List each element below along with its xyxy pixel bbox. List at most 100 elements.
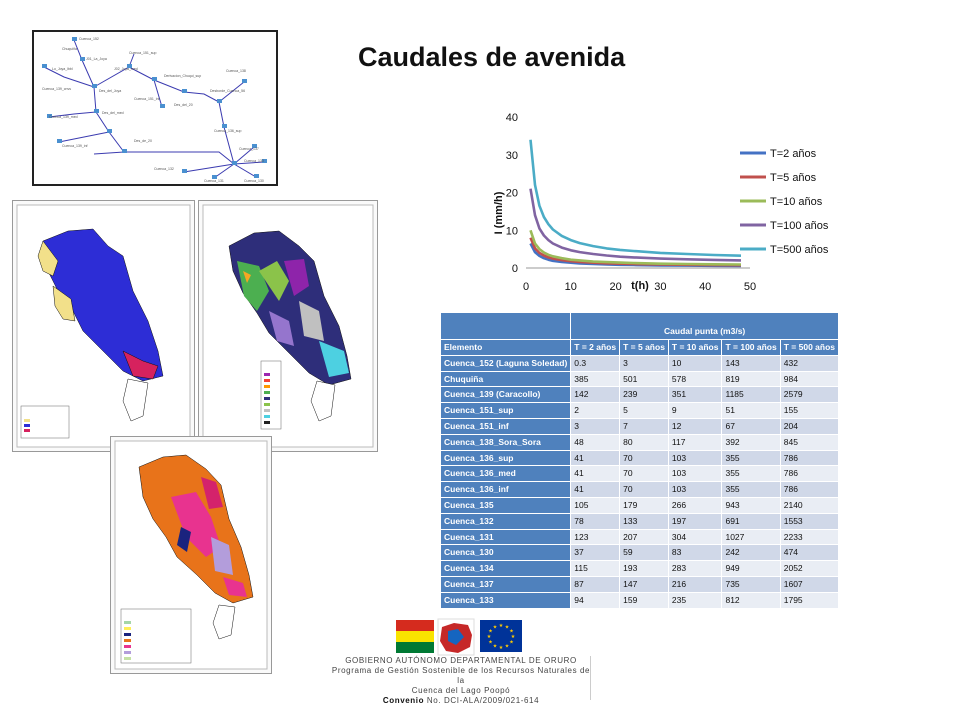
svg-text:★: ★ [487,634,492,640]
svg-text:Des_de_20: Des_de_20 [134,139,152,143]
row-value-cell: 2 [570,402,621,419]
row-value-cell: 80 [619,433,669,451]
row-value-cell: 12 [667,417,723,435]
svg-text:Des_del_med: Des_del_med [102,111,124,115]
row-value-cell: 304 [667,528,723,546]
row-value-cell: 204 [779,417,840,435]
table-body: Cuenca_152 (Laguna Soledad) 0.3 3 10 143 432 C… [439,354,840,609]
row-value-cell: 355 [721,481,781,498]
row-value-cell: 67 [721,417,781,435]
row-name-cell: Cuenca_131 [439,528,572,546]
row-value-cell: 2579 [779,386,840,404]
row-name-cell: Cuenca_152 (Laguna Soledad) [439,354,572,372]
row-value-cell: 123 [570,528,621,546]
svg-text:Cuenca_132: Cuenca_132 [154,167,174,171]
table-row: Cuenca_134 115 193 283 949 2052 [439,560,840,577]
row-name-cell: Cuenca_151_sup [439,402,572,419]
basin-network-image: Cuenca_152 Chuquiña J01_La_Joya Cuenca_151… [42,37,267,183]
row-value-cell: 103 [667,481,723,498]
row-value-cell: 37 [570,544,621,562]
table-column-header: T = 100 años [721,339,781,356]
table-row: Cuenca_139 (Caracollo) 142 239 351 1185 2579 [439,386,840,404]
table-row: Cuenca_152 (Laguna Soledad) 0.3 3 10 143 432 [439,354,840,372]
row-value-cell: 3 [570,417,621,435]
series-line [529,188,742,262]
row-value-cell: 78 [570,512,621,530]
svg-text:★: ★ [509,640,514,646]
table-column-header: T = 10 años [667,339,723,356]
row-value-cell: 197 [667,512,723,530]
row-value-cell: 385 [570,370,621,388]
table-row: Cuenca_151_sup 2 5 9 51 155 [439,402,840,419]
legend-label: T=10 años [770,196,823,208]
row-value-cell: 235 [667,591,723,609]
row-value-cell: 59 [619,544,669,562]
table-row: Cuenca_136_sup 41 70 103 355 786 [439,449,840,467]
svg-text:★: ★ [493,644,498,650]
series-layer [529,139,742,268]
row-value-cell: 94 [570,591,621,609]
row-value-cell: 355 [721,449,781,467]
row-value-cell: 355 [721,465,781,483]
axis-layer: 0 10 20 30 40 0 10 20 30 40 50 [506,112,756,293]
row-value-cell: 155 [779,402,840,419]
row-value-cell: 984 [779,370,840,388]
row-value-cell: 103 [667,465,723,483]
row-name-cell: Cuenca_135 [439,496,572,514]
row-value-cell: 351 [667,386,723,404]
row-name-cell: Cuenca_133 [439,591,572,609]
row-name-cell: Cuenca_138_Sora_Sora [439,433,572,451]
svg-text:Cuenca_133: Cuenca_133 [244,159,264,163]
row-value-cell: 501 [619,370,669,388]
svg-text:★: ★ [488,640,493,646]
row-value-cell: 193 [619,560,669,577]
svg-text:Cuenca_131: Cuenca_131 [204,179,224,183]
row-value-cell: 87 [570,575,621,593]
y-tick-label: 30 [506,150,518,162]
row-value-cell: 691 [721,512,781,530]
legend-label: T=5 años [770,172,817,184]
vegetation-map-image [114,440,268,670]
row-value-cell: 70 [619,449,669,467]
svg-text:Cuenca_151_sup: Cuenca_151_sup [129,51,156,55]
row-value-cell: 41 [570,449,621,467]
row-value-cell: 283 [667,560,723,577]
svg-text:Chuquiña: Chuquiña [62,47,77,51]
table-row: Chuquiña 385 501 578 819 984 [439,370,840,388]
footer-divider [590,656,591,700]
table-group-header: Caudal punta (m3/s) [570,312,839,340]
y-tick-label: 10 [506,225,518,237]
row-name-cell: Cuenca_136_inf [439,481,572,498]
svg-text:Cuenca_139_med: Cuenca_139_med [49,115,78,119]
row-value-cell: 943 [721,496,781,514]
row-value-cell: 147 [619,575,669,593]
table-row: Cuenca_131 123 207 304 1027 2233 [439,528,840,546]
bolivia-flag-icon [396,620,434,653]
x-tick-label: 40 [699,281,711,293]
svg-text:Desborde_Cuenca_56: Desborde_Cuenca_56 [210,89,245,93]
row-name-cell: Cuenca_139 (Caracollo) [439,386,572,404]
intensity-chart: I (mm/h) t(h) 0 10 20 30 40 0 10 20 30 40 50 T=2 a… [493,112,829,293]
footer-convenio-label: Convenio [382,696,425,705]
row-value-cell: 117 [667,433,723,451]
svg-text:★: ★ [509,629,514,635]
svg-text:Cuenca_137: Cuenca_137 [239,147,259,151]
table-column-header: T = 2 años [570,339,621,356]
row-value-cell: 474 [779,544,840,562]
table-row: Cuenca_133 94 159 235 812 1795 [439,591,840,609]
row-value-cell: 819 [721,370,781,388]
row-value-cell: 5 [619,402,669,419]
svg-text:Lo_Joya_lbbl: Lo_Joya_lbbl [52,67,73,71]
svg-text:★: ★ [499,645,504,651]
row-value-cell: 105 [570,496,621,514]
table-column-header-row: Elemento T = 2 años T = 5 años T = 10 años T… [439,339,840,356]
svg-text:Cuenca_139_inf: Cuenca_139_inf [62,144,88,148]
row-value-cell: 143 [721,354,781,372]
svg-text:J02_Joya_med: J02_Joya_med [114,67,138,71]
footer-convenio-number: No. DCI-ALA/2009/021-614 [424,696,540,705]
y-tick-label: 0 [512,263,518,275]
row-value-cell: 239 [619,386,669,404]
row-value-cell: 41 [570,465,621,483]
row-name-cell: Cuenca_134 [439,560,572,577]
basin-network-diagram: Cuenca_152 Chuquiña J01_La_Joya Cuenca_151… [32,30,278,186]
